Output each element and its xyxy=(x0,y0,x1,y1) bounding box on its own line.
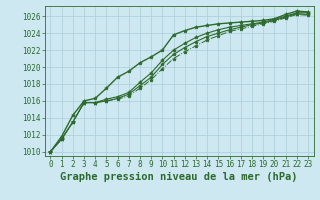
X-axis label: Graphe pression niveau de la mer (hPa): Graphe pression niveau de la mer (hPa) xyxy=(60,172,298,182)
